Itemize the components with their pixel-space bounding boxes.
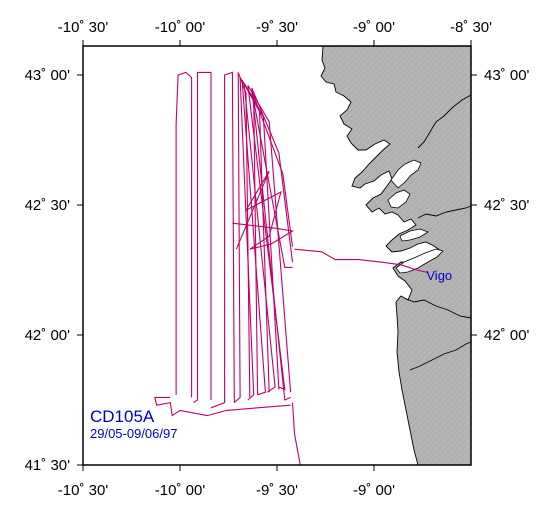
ria-water: [387, 189, 411, 209]
border-line: [417, 94, 471, 149]
bottom-tick-label: -9˚ 30': [256, 482, 298, 499]
track-leg: [210, 71, 235, 409]
land-mass: [320, 46, 471, 465]
track-leg: [193, 71, 212, 404]
track-leg: [233, 72, 251, 404]
place-label-vigo: Vigo: [426, 268, 452, 283]
ria-water: [390, 159, 422, 189]
axis-ticks: -10˚ 30' -10˚ 00' -9˚ 30' -9˚ 00' -8˚ 30' -10…: [25, 19, 530, 499]
ria-water: [399, 228, 429, 242]
border-line: [409, 341, 471, 371]
ship-track: [154, 71, 429, 465]
top-tick-label: -10˚ 00': [155, 19, 206, 36]
left-tick-label: 43˚ 00': [25, 67, 71, 84]
border-line: [417, 205, 471, 219]
top-tick-label: -9˚ 30': [256, 19, 298, 36]
cruise-dates: 29/05-09/06/97: [90, 426, 177, 441]
right-tick-label: 42˚ 00': [484, 327, 530, 344]
left-tick-label: 42˚ 00': [25, 327, 71, 344]
track-leg: [239, 75, 259, 401]
left-tick-label: 42˚ 30': [25, 197, 71, 214]
track-transit: [294, 248, 429, 274]
track-leg: [251, 90, 294, 268]
top-tick-label: -8˚ 30': [450, 19, 492, 36]
border-line: [403, 297, 471, 319]
bottom-tick-label: -10˚ 00': [155, 482, 206, 499]
place-labels: Vigo: [426, 268, 452, 283]
top-tick-label: -10˚ 30': [58, 19, 109, 36]
top-tick-label: -9˚ 00': [353, 19, 395, 36]
track-leg: [175, 71, 193, 398]
track-south-leg: [291, 402, 301, 465]
cruise-title: CD105A: [90, 407, 155, 426]
left-tick-label: 41˚ 30': [25, 457, 71, 474]
track-inner-ladder: [232, 170, 295, 250]
track-leg: [243, 82, 280, 393]
track-leg: [247, 85, 292, 393]
right-tick-label: 43˚ 00': [484, 67, 530, 84]
right-tick-label: 42˚ 30': [484, 197, 530, 214]
track-leg: [251, 87, 294, 401]
bottom-tick-label: -9˚ 00': [353, 482, 395, 499]
track-outer-edge: [154, 396, 291, 417]
bottom-tick-label: -10˚ 30': [58, 482, 109, 499]
